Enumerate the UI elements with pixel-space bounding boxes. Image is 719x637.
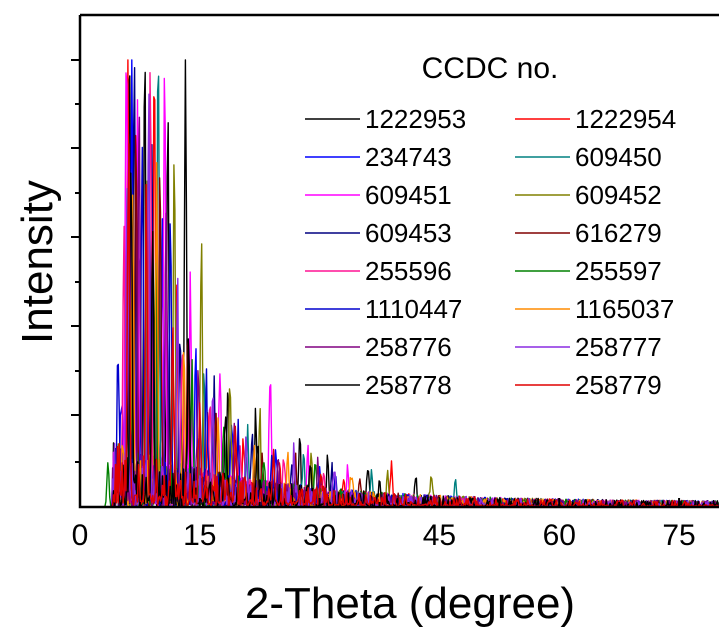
legend-label: 258779 — [575, 370, 662, 400]
x-tick-label: 60 — [543, 519, 576, 552]
x-ticks: 0 15 30 45 60 75 — [72, 498, 696, 552]
x-tick-label: 45 — [423, 519, 456, 552]
legend-label: 258778 — [365, 370, 452, 400]
legend-label: 234743 — [365, 142, 452, 172]
legend-label: 258777 — [575, 332, 662, 362]
legend-label: 1165037 — [575, 294, 674, 324]
legend-label: 1110447 — [365, 294, 462, 324]
legend-title: CCDC no. — [422, 52, 559, 85]
legend-label: 255597 — [575, 256, 662, 286]
legend-label: 258776 — [365, 332, 452, 362]
legend-label: 1222954 — [575, 104, 676, 134]
legend-items: 1222953 1222954 234743 609450 609451 609452 60… — [305, 104, 676, 400]
legend-label: 609451 — [365, 180, 452, 210]
legend: CCDC no. 1222953 1222954 234743 609450 60945… — [305, 52, 676, 400]
legend-label: 609453 — [365, 218, 452, 248]
y-ticks — [71, 59, 80, 463]
x-tick-label: 75 — [662, 519, 695, 552]
legend-label: 609452 — [575, 180, 662, 210]
legend-label: 1222953 — [365, 104, 466, 134]
legend-label: 609450 — [575, 142, 662, 172]
x-tick-label: 15 — [183, 519, 216, 552]
x-tick-label: 30 — [303, 519, 336, 552]
x-tick-label: 0 — [72, 519, 89, 552]
legend-label: 255596 — [365, 256, 452, 286]
legend-label: 616279 — [575, 218, 662, 248]
x-axis-title: 2-Theta (degree) — [245, 579, 575, 628]
y-axis-title: Intensity — [13, 180, 62, 344]
